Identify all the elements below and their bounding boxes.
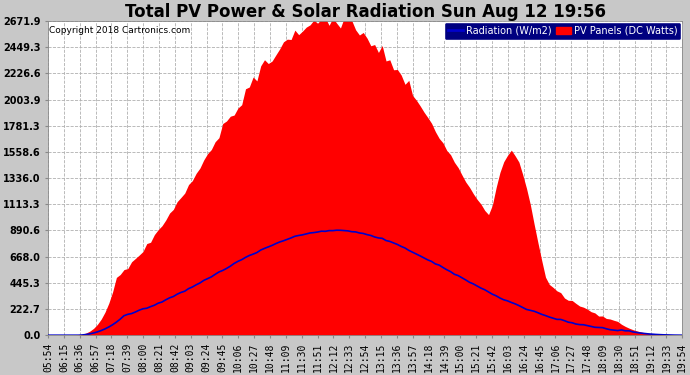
Title: Total PV Power & Solar Radiation Sun Aug 12 19:56: Total PV Power & Solar Radiation Sun Aug… xyxy=(125,3,606,21)
Text: Copyright 2018 Cartronics.com: Copyright 2018 Cartronics.com xyxy=(49,26,190,34)
Legend: Radiation (W/m2), PV Panels (DC Watts): Radiation (W/m2), PV Panels (DC Watts) xyxy=(444,22,681,40)
